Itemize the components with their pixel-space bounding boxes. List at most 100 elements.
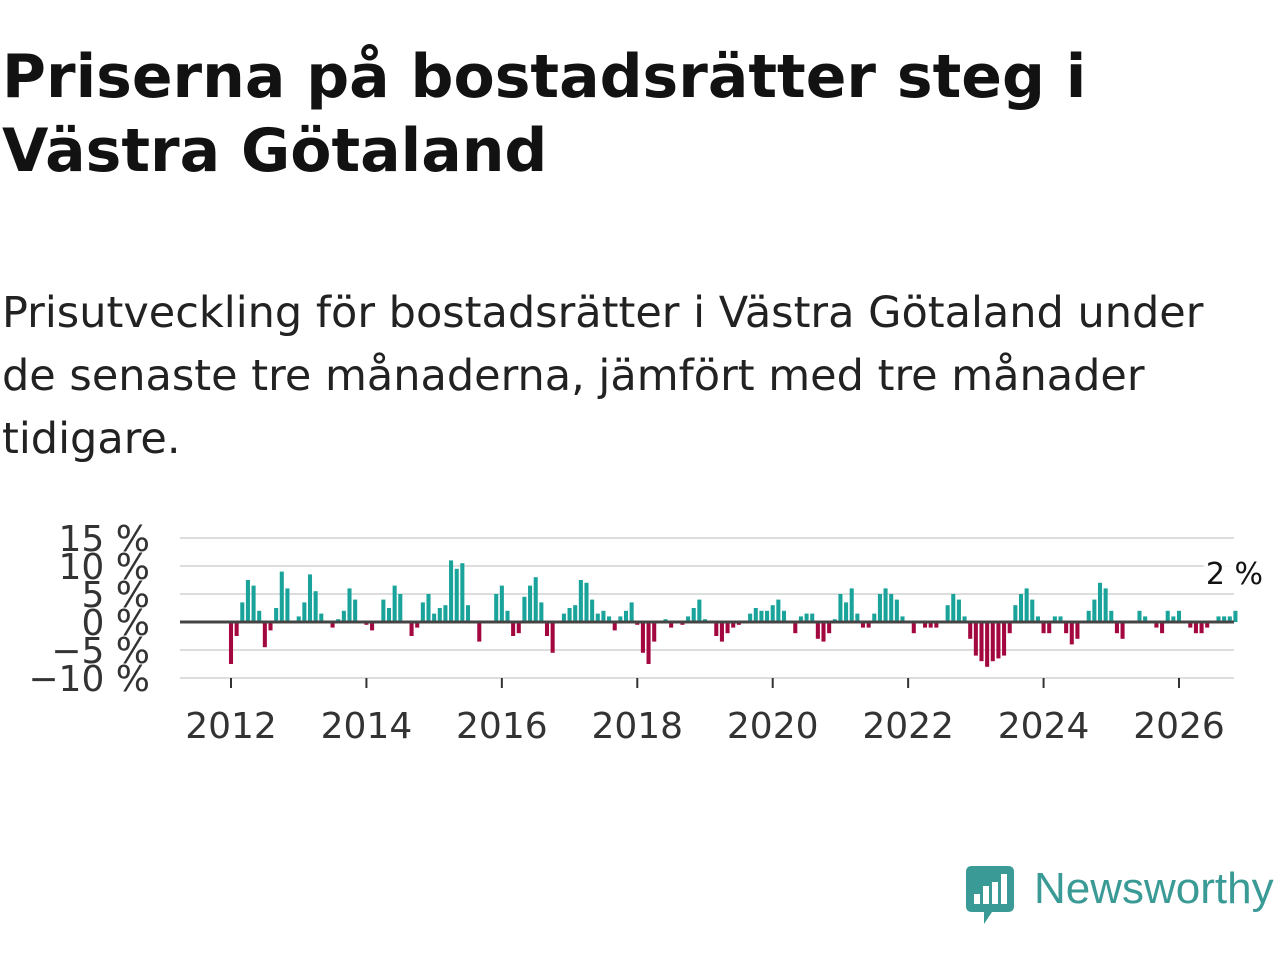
bar [330,622,335,628]
bar [601,610,606,622]
bar [240,602,245,622]
bar [1205,622,1210,628]
bar [1143,616,1148,622]
bar [1154,622,1159,628]
bar [268,622,273,631]
x-tick-label: 2022 [862,706,954,747]
bar [849,588,854,622]
bar [996,622,1001,659]
bar [454,568,459,622]
bar [1227,616,1232,622]
bar [409,622,414,636]
bar [539,602,544,622]
bar [420,602,425,622]
bar [697,599,702,622]
last-value-label: 2 % [1206,557,1263,592]
bar [347,588,352,622]
y-tick-label: 15 % [59,519,150,560]
bar [719,622,724,642]
bar [511,622,516,636]
bar [386,608,392,622]
bar [1018,594,1024,622]
bar [889,594,894,622]
bar [353,599,358,622]
bar [951,594,956,622]
bar [962,616,967,622]
bar [669,622,674,628]
bar [567,608,572,622]
bar [714,622,719,636]
bar [623,610,629,622]
bar [245,580,250,622]
bar [398,594,403,622]
bar [793,622,798,634]
bar [956,599,961,622]
x-tick-label: 2024 [998,706,1090,747]
bar [505,610,510,622]
bar [370,622,375,631]
bar [968,622,973,639]
bar [1199,622,1204,634]
brand-name: Newsworthy [1034,864,1274,913]
bar [499,585,504,622]
bar [1222,616,1227,622]
bar [618,616,623,622]
bar [827,622,832,634]
bar [341,610,346,622]
page-title: Priserna på bostadsrätter steg i Västra … [2,42,1087,186]
bar [578,580,583,622]
bar [1052,616,1057,622]
bar [990,622,995,662]
bar [443,605,448,622]
bar [765,610,770,622]
bar [584,582,589,622]
bar [319,613,324,622]
bar [262,622,267,648]
bar [307,574,313,622]
bar [691,608,696,622]
bar [911,622,916,634]
bar [1007,622,1012,634]
bar [561,613,566,622]
bar [477,622,482,642]
bar [1171,616,1176,622]
bar [640,622,645,653]
bar [1176,610,1182,622]
bar [979,622,984,662]
bar [285,588,290,622]
bar [770,605,775,622]
bar [872,613,877,622]
bar [274,608,279,622]
bar [821,622,826,642]
bar [838,594,843,622]
x-tick-label: 2026 [1133,706,1225,747]
y-tick-label: −10 % [28,659,150,700]
newsworthy-brand[interactable]: Newsworthy [962,862,1278,930]
bar [296,616,301,622]
bar [1024,588,1029,622]
newsworthy-logo-icon [966,866,1014,924]
bar [1114,622,1119,634]
bar [257,610,262,622]
bar [426,594,431,622]
bar [883,588,888,622]
bar [900,616,905,622]
bar [1233,610,1238,622]
bar [1193,622,1198,634]
bar [1160,622,1165,634]
bar [629,602,634,622]
bar [1058,616,1063,622]
bar [1013,605,1018,622]
bar [1002,622,1007,656]
bar [279,571,284,622]
bar [607,616,612,622]
bar [804,613,809,622]
bar [934,622,939,628]
bar [522,596,527,622]
bar [1047,622,1052,634]
y-tick-label: −5 % [51,631,150,672]
bar [1137,610,1142,622]
bar [877,594,882,622]
bar [866,622,871,628]
bar [1109,610,1114,622]
